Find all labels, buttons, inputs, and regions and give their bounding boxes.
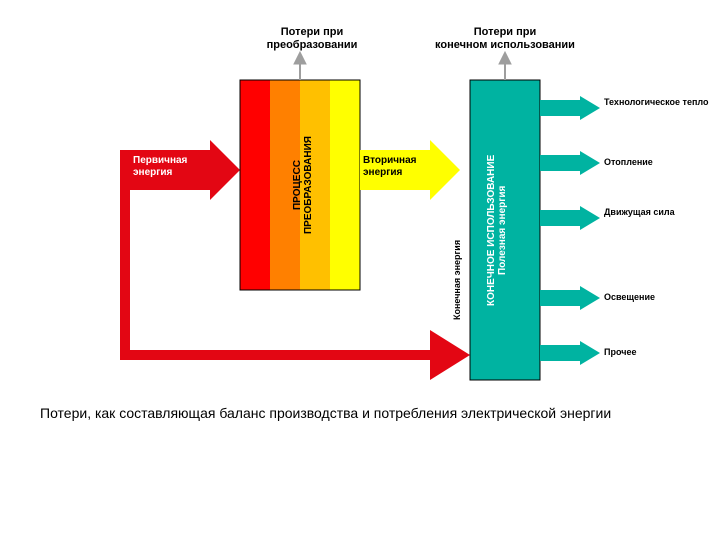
- loss-arrow-transform: [294, 52, 306, 80]
- final-energy-label: Конечная энергия: [452, 140, 462, 320]
- primary-energy-label: Первичнаяэнергия: [133, 155, 187, 179]
- output-arrow-4: [540, 341, 600, 365]
- diagram-stage: Потери припреобразовании Потери приконеч…: [0, 0, 720, 540]
- output-label-3: Освещение: [604, 292, 655, 302]
- loss-arrow-enduse: [499, 52, 511, 80]
- primary-flow-arrow: [120, 320, 470, 380]
- output-arrow-2: [540, 206, 600, 230]
- output-label-2: Движущая сила: [604, 208, 675, 218]
- output-arrow-3: [540, 286, 600, 310]
- diagram-svg: [0, 0, 720, 540]
- caption: Потери, как составляющая баланс производ…: [40, 405, 680, 421]
- secondary-energy-label: Вторичнаяэнергия: [363, 155, 416, 179]
- output-label-1: Отопление: [604, 157, 653, 167]
- output-arrow-0: [540, 96, 600, 120]
- transform-box-title: ПРОЦЕСС ПРЕОБРАЗОВАНИЯ: [292, 95, 314, 275]
- enduse-box-title: КОНЕЧНОЕ ИСПОЛЬЗОВАНИЕ Полезная энергия: [486, 115, 508, 345]
- output-label-0: Технологическое тепло: [604, 98, 708, 108]
- output-label-4: Прочее: [604, 347, 636, 357]
- output-arrow-1: [540, 151, 600, 175]
- output-arrows: [540, 96, 600, 365]
